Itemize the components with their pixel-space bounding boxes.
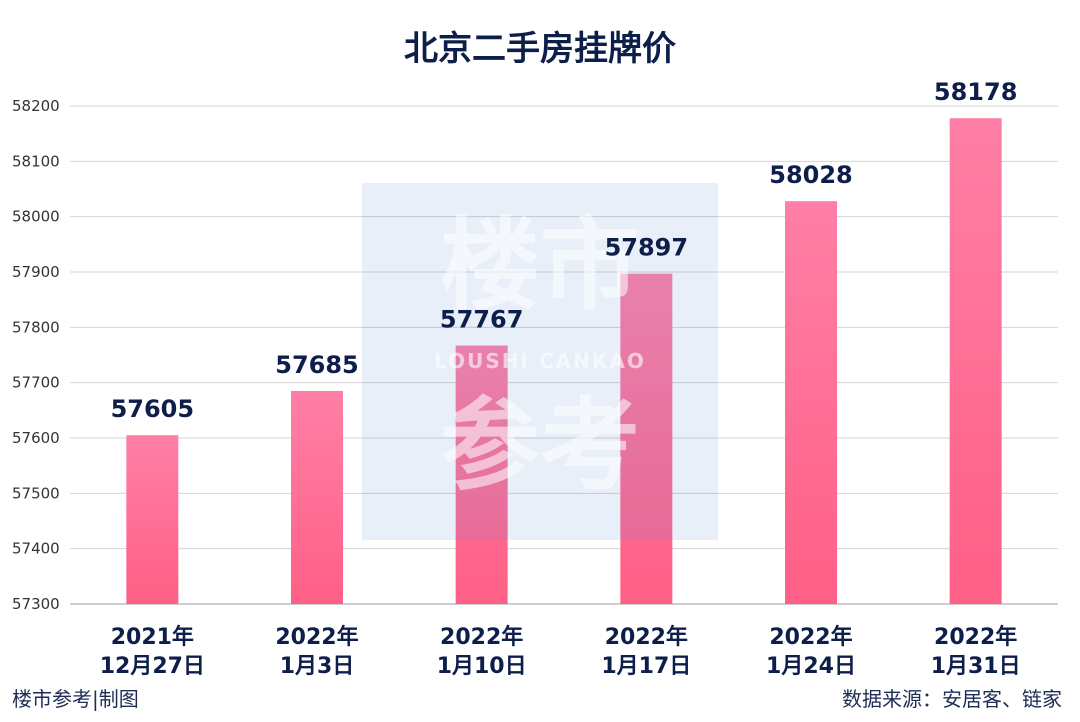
watermark-line3: 参考 xyxy=(440,387,640,504)
bar-value-label: 57605 xyxy=(111,395,195,423)
bar-value-label: 58028 xyxy=(769,161,853,189)
x-tick-label-date: 1月24日 xyxy=(766,654,856,679)
watermark: 楼市 LOUSHI CANKAO 参考 xyxy=(362,183,718,540)
y-tick-label: 57400 xyxy=(12,540,60,558)
footer-credit: 楼市参考|制图 xyxy=(12,687,139,711)
chart-title: 北京二手房挂牌价 xyxy=(404,29,676,69)
y-tick-label: 57500 xyxy=(12,484,60,502)
bar xyxy=(126,435,179,604)
bar-value-label: 58178 xyxy=(934,78,1018,106)
bar-value-label: 57897 xyxy=(605,234,689,262)
watermark-line2: LOUSHI CANKAO xyxy=(434,349,646,373)
x-tick-label-year: 2022年 xyxy=(275,624,358,650)
x-tick-label-year: 2021年 xyxy=(111,624,194,650)
grid-lines xyxy=(70,105,1058,605)
x-tick-label-year: 2022年 xyxy=(440,624,523,650)
bar xyxy=(291,390,343,604)
x-tick-label-date: 1月3日 xyxy=(280,654,355,679)
bar xyxy=(455,345,508,604)
x-tick-label-date: 1月10日 xyxy=(437,654,527,679)
bar-value-label: 57767 xyxy=(440,306,524,334)
y-tick-label: 57300 xyxy=(12,595,60,613)
y-tick-label: 57700 xyxy=(12,374,60,392)
y-tick-label: 58000 xyxy=(12,208,60,226)
footer-source: 数据来源：安居客、链家 xyxy=(842,687,1062,711)
watermark-box xyxy=(362,183,718,540)
bar xyxy=(785,201,837,604)
y-tick-label: 57900 xyxy=(12,263,60,281)
y-tick-label: 58100 xyxy=(12,152,60,170)
watermark-line1: 楼市 xyxy=(440,207,640,324)
x-tick-label-year: 2022年 xyxy=(605,624,688,650)
bar xyxy=(949,118,1002,604)
value-labels: 57605 57685 57767 57897 58028 58178 xyxy=(111,78,1018,423)
x-tick-label-year: 2022年 xyxy=(769,624,852,650)
x-axis-labels: 2021年 12月27日 2022年 1月3日 2022年 1月10日 2022年 1月17日… xyxy=(100,624,1021,679)
y-axis-ticks: 57300 57400 57500 57600 57700 57800 57900 58000… xyxy=(12,97,60,613)
x-tick-label-date: 1月31日 xyxy=(931,654,1021,679)
x-tick-label-year: 2022年 xyxy=(934,624,1017,650)
x-tick-label-date: 1月17日 xyxy=(601,654,691,679)
bars xyxy=(126,118,1002,604)
y-tick-label: 57600 xyxy=(12,429,60,447)
y-tick-label: 57800 xyxy=(12,318,60,336)
x-tick-label-date: 12月27日 xyxy=(100,654,205,679)
y-tick-label: 58200 xyxy=(12,97,60,115)
bar xyxy=(620,273,673,604)
bar-value-label: 57685 xyxy=(275,351,359,379)
